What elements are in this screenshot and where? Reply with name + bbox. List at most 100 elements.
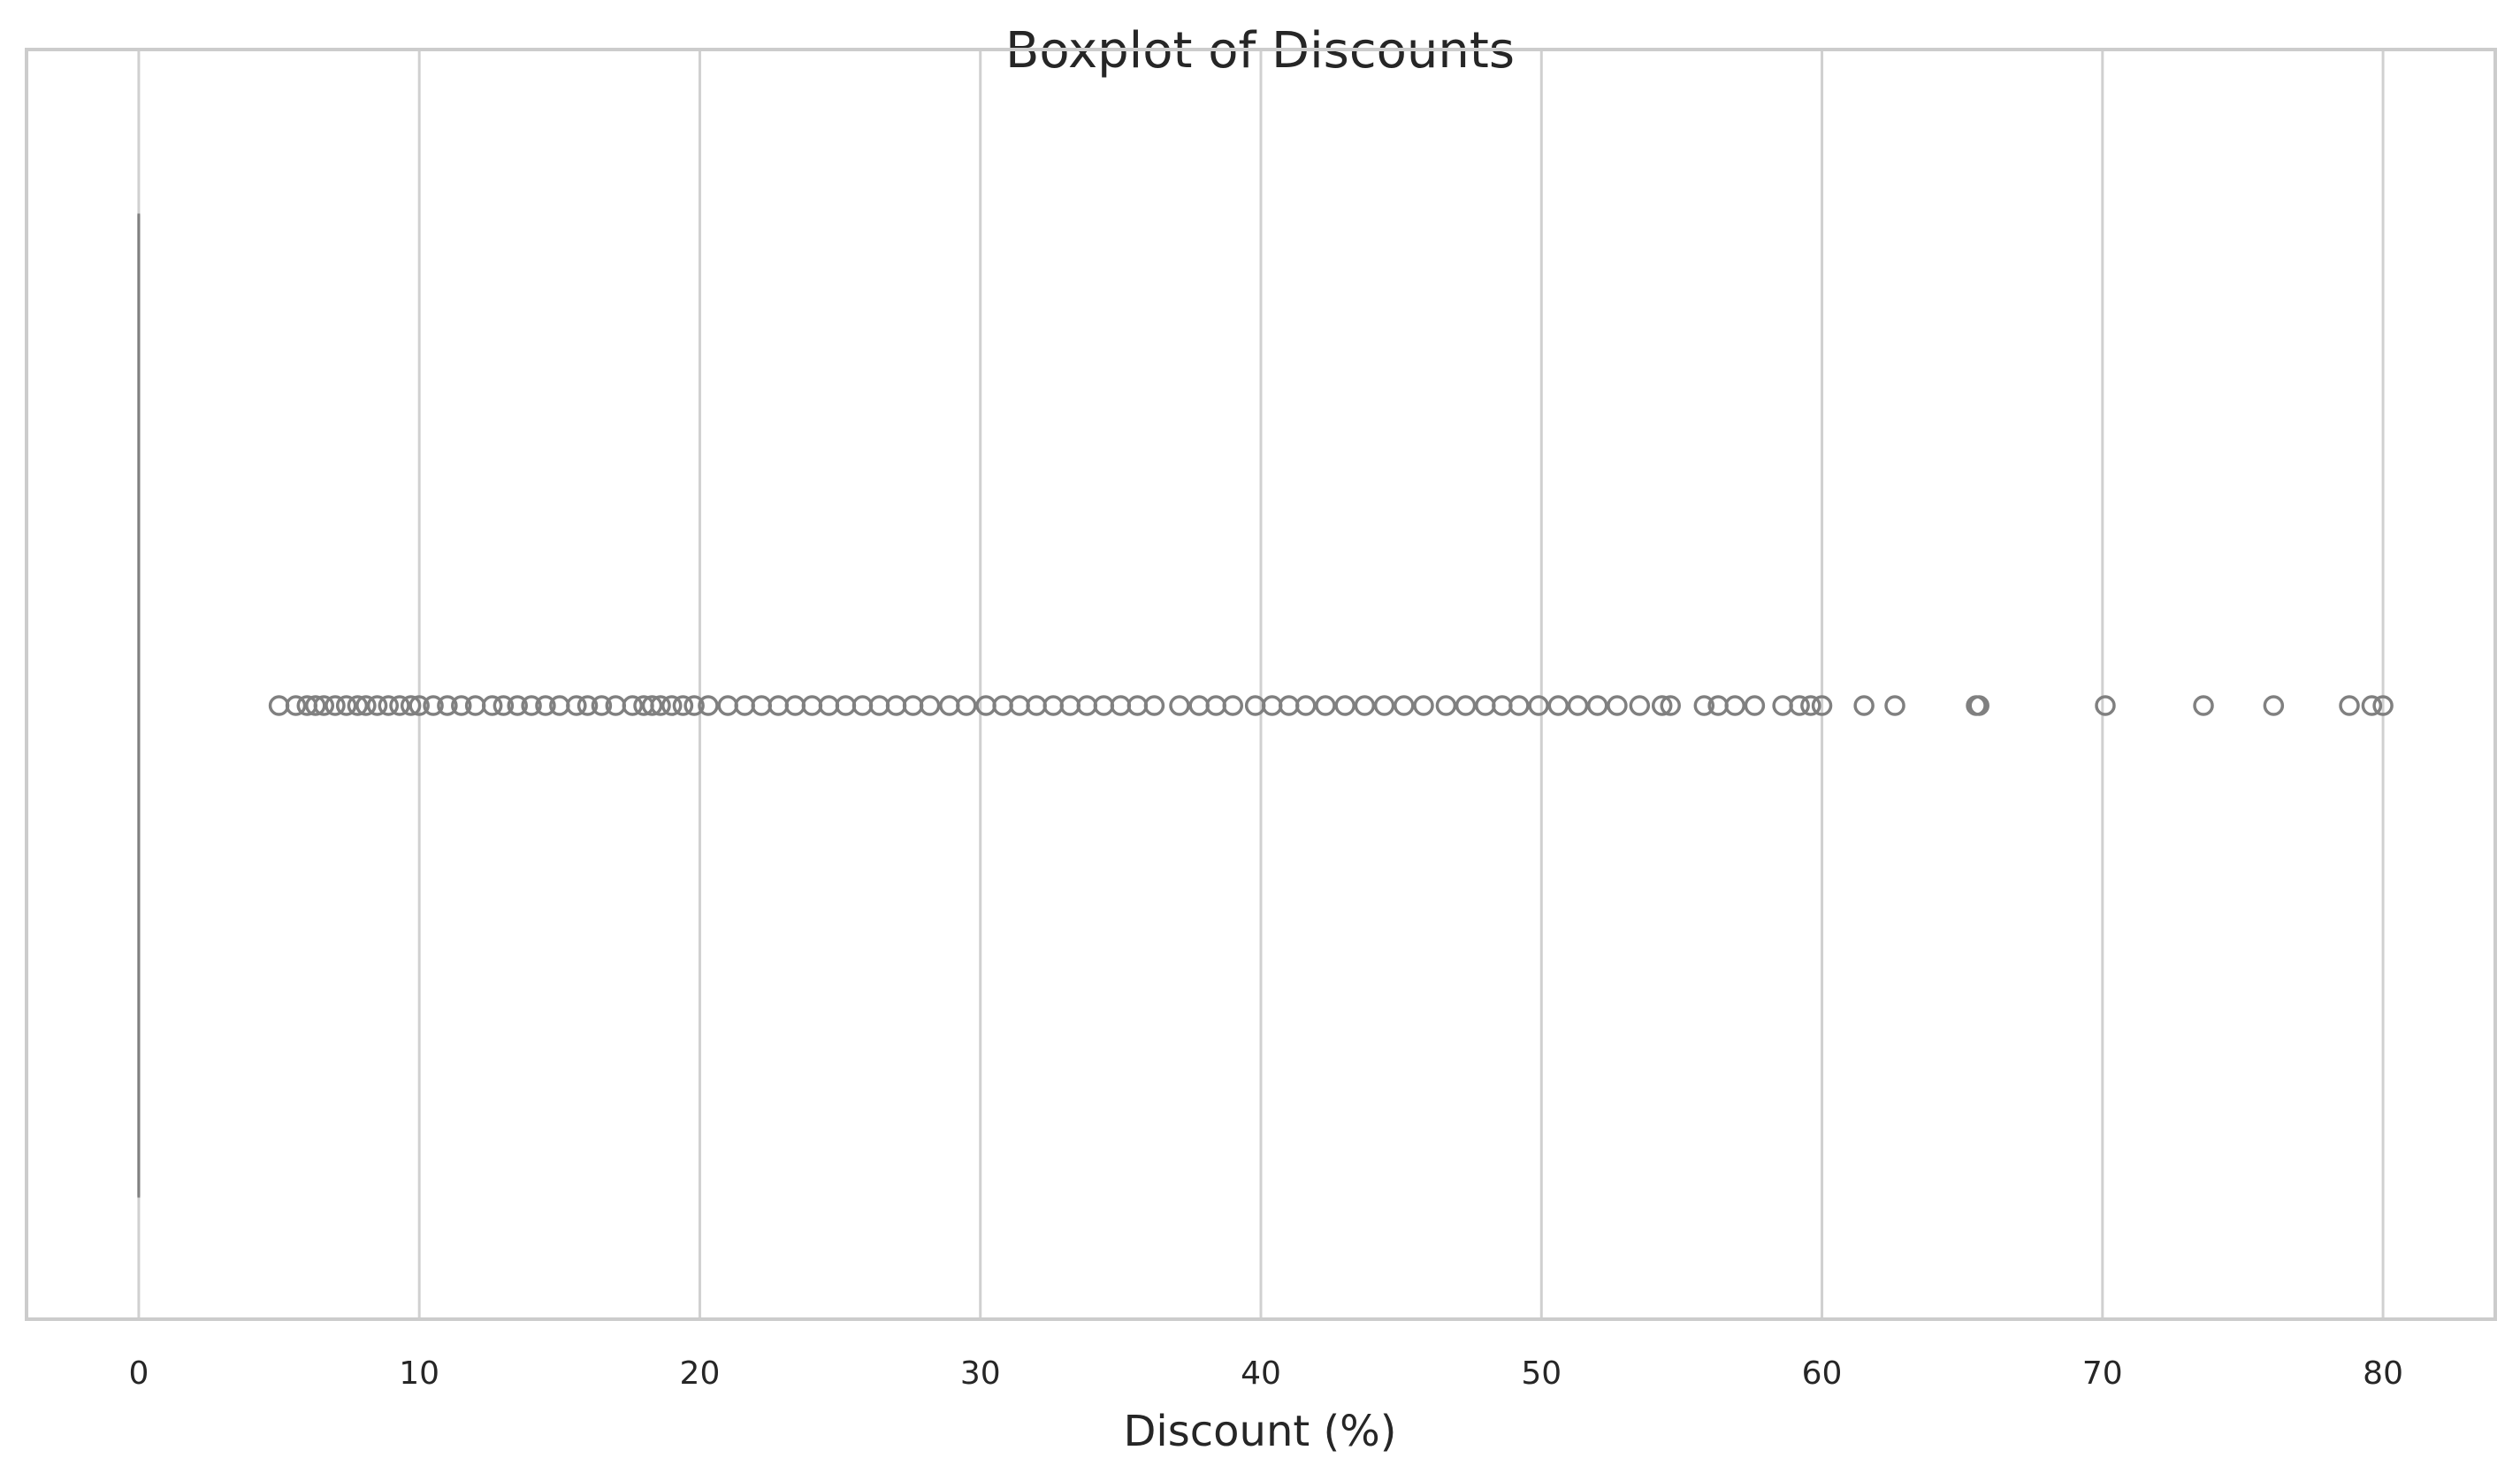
outlier-point xyxy=(423,695,444,716)
grid-lines xyxy=(137,50,2385,1319)
outlier-point xyxy=(1261,695,1283,716)
outlier-point xyxy=(1126,695,1149,716)
outlier-point xyxy=(1278,695,1300,716)
plot-frame xyxy=(25,48,2497,1321)
outlier-point xyxy=(1567,695,1589,716)
outlier-point xyxy=(566,695,587,716)
x-tick-label: 50 xyxy=(1521,1355,1562,1392)
outlier-point xyxy=(1093,695,1115,716)
outlier-point xyxy=(1315,695,1336,716)
x-tick-label: 60 xyxy=(1802,1355,1843,1392)
outlier-point xyxy=(1968,695,1989,716)
outlier-point xyxy=(2263,695,2285,716)
x-tick-label: 0 xyxy=(128,1355,149,1392)
outlier-point xyxy=(1693,695,1715,716)
outlier-point xyxy=(1660,695,1681,716)
outlier-point xyxy=(2372,695,2394,716)
outlier-point xyxy=(717,695,738,716)
outlier-point xyxy=(784,695,806,716)
outlier-point xyxy=(650,695,671,716)
outlier-point xyxy=(622,695,644,716)
outlier-point xyxy=(437,695,458,716)
outlier-point xyxy=(835,695,857,716)
outlier-point xyxy=(885,695,907,716)
outlier-point xyxy=(851,695,874,716)
outlier-point xyxy=(956,695,977,716)
outlier-point xyxy=(2193,695,2214,716)
outlier-point xyxy=(521,695,542,716)
outlier-point xyxy=(591,695,613,716)
outlier-point xyxy=(1295,695,1317,716)
outlier-point xyxy=(1811,695,1833,716)
outlier-point xyxy=(268,695,290,716)
outlier-point xyxy=(493,695,515,716)
outlier-point xyxy=(1744,695,1766,716)
outlier-point xyxy=(1547,695,1569,716)
outlier-point xyxy=(409,695,430,716)
outlier-point xyxy=(1354,695,1376,716)
outlier-point xyxy=(992,695,1013,716)
x-axis-label: Discount (%) xyxy=(1123,1407,1396,1456)
outlier-point xyxy=(1455,695,1477,716)
outlier-point xyxy=(661,695,683,716)
outlier-point xyxy=(335,695,357,716)
outlier-point xyxy=(1800,695,1821,716)
outlier-point xyxy=(1772,695,1793,716)
outlier-point xyxy=(1394,695,1415,716)
outlier-point xyxy=(1205,695,1226,716)
outlier-point xyxy=(1508,695,1530,716)
outlier-point xyxy=(1026,695,1047,716)
x-tick-label: 70 xyxy=(2082,1355,2123,1392)
x-tick-label: 40 xyxy=(1241,1355,1281,1392)
outlier-point xyxy=(389,695,410,716)
outlier-point xyxy=(1475,695,1496,716)
outlier-point xyxy=(481,695,503,716)
outlier-point xyxy=(507,695,528,716)
x-tick-label: 20 xyxy=(680,1355,721,1392)
outlier-point xyxy=(1110,695,1132,716)
outlier-point xyxy=(366,695,388,716)
outlier-point xyxy=(767,695,790,716)
outlier-point xyxy=(347,695,369,716)
outlier-point xyxy=(1853,695,1875,716)
outlier-point xyxy=(1413,695,1434,716)
x-tick-labels: 0 10 20 30 40 50 60 70 80 xyxy=(128,1355,2403,1392)
outlier-point xyxy=(1188,695,1210,716)
outlier-point xyxy=(1884,695,1905,716)
x-tick-label: 10 xyxy=(399,1355,439,1392)
outlier-point xyxy=(641,695,663,716)
outlier-point xyxy=(801,695,823,716)
outlier-point xyxy=(1607,695,1628,716)
outlier-point xyxy=(1435,695,1457,716)
outlier-point xyxy=(734,695,755,716)
outlier-point xyxy=(1059,695,1081,716)
outlier-point xyxy=(1143,695,1165,716)
outlier-point xyxy=(698,695,719,716)
outlier-point xyxy=(305,695,326,716)
outlier-point xyxy=(313,695,335,716)
outlier-point xyxy=(1528,695,1549,716)
outlier-point xyxy=(400,695,422,716)
outlier-point xyxy=(285,695,307,716)
outlier-point xyxy=(577,695,599,716)
outlier-point xyxy=(1076,695,1098,716)
outlier-point xyxy=(1169,695,1190,716)
outlier-point xyxy=(868,695,890,716)
outlier-point xyxy=(2095,695,2116,716)
outlier-point xyxy=(1789,695,1810,716)
outlier-point xyxy=(1222,695,1244,716)
outlier-point xyxy=(451,695,472,716)
outlier-point xyxy=(355,695,377,716)
outlier-point xyxy=(2361,695,2383,716)
outlier-point xyxy=(1629,695,1651,716)
outlier-point xyxy=(2339,695,2360,716)
outlier-point xyxy=(1373,695,1395,716)
outlier-point xyxy=(818,695,840,716)
outlier-point xyxy=(672,695,694,716)
outlier-point xyxy=(751,695,773,716)
outlier-point xyxy=(1586,695,1608,716)
outlier-point xyxy=(325,695,346,716)
outlier-point xyxy=(1042,695,1064,716)
outlier-point xyxy=(939,695,960,716)
